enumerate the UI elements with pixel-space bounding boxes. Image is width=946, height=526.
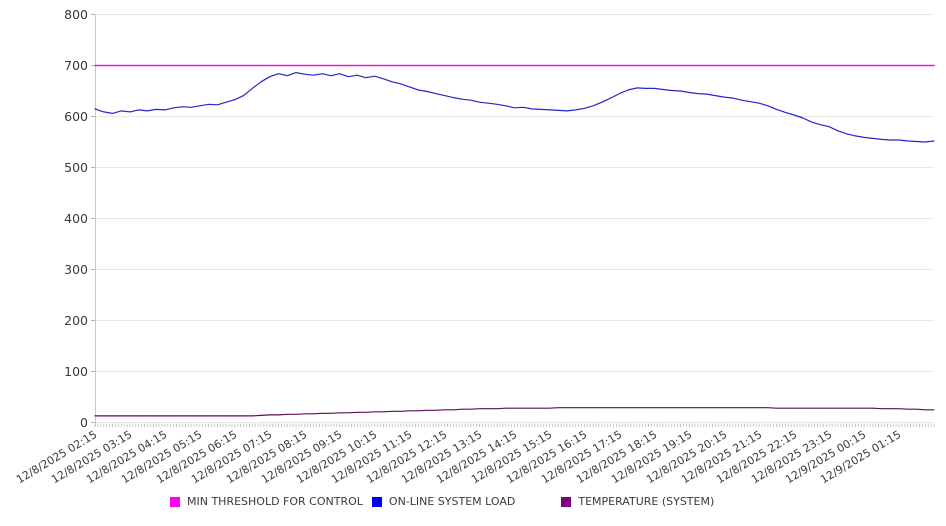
y-axis-tick-label: 100 (64, 363, 88, 379)
series-line-on-line-system-load (94, 71, 935, 143)
legend-item-system-load: ON-LINE SYSTEM LOAD (371, 495, 516, 508)
legend-label-system-load: ON-LINE SYSTEM LOAD (388, 495, 516, 508)
y-axis-tick-label: 800 (64, 6, 88, 22)
y-axis-tick-label: 500 (64, 159, 88, 175)
y-axis-tick-label: 700 (64, 57, 88, 73)
x-axis-minor-ticks (94, 423, 935, 427)
min-threshold-swatch-icon (170, 496, 180, 507)
y-axis-tick-label: 300 (64, 261, 88, 277)
legend-item-temperature: TEMPERATURE (SYSTEM) (561, 495, 714, 508)
legend-item-min-threshold: MIN THRESHOLD FOR CONTROL (170, 495, 363, 508)
legend-label-temperature: TEMPERATURE (SYSTEM) (578, 495, 715, 508)
y-axis-tick-label: 0 (80, 414, 88, 430)
legend-label-min-threshold: MIN THRESHOLD FOR CONTROL (187, 495, 363, 508)
y-axis-tick-label: 200 (64, 312, 88, 328)
series-line-temperature-system (94, 407, 935, 417)
y-axis-tick-label: 600 (64, 108, 88, 124)
y-axis-tick-label: 400 (64, 210, 88, 226)
system-load-swatch-icon (371, 496, 382, 507)
temperature-swatch-icon (561, 496, 572, 507)
legend: MIN THRESHOLD FOR CONTROL ON-LINE SYSTEM… (170, 495, 714, 508)
